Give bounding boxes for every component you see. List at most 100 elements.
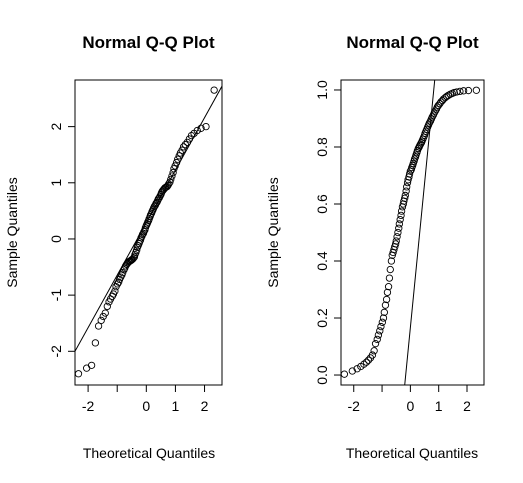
- data-point: [405, 170, 414, 178]
- data-point: [444, 91, 452, 100]
- data-point: [362, 358, 371, 366]
- data-point: [428, 113, 436, 121]
- y-tick-label: -1: [48, 289, 64, 302]
- x-tick-label: -2: [348, 398, 361, 414]
- data-point: [174, 155, 182, 163]
- data-point: [168, 172, 176, 180]
- data-point: [340, 370, 349, 378]
- data-point: [202, 122, 210, 131]
- data-point: [348, 367, 356, 375]
- data-point: [397, 211, 405, 220]
- x-axis-label: Theoretical Quantiles: [346, 445, 478, 461]
- data-point: [111, 287, 119, 295]
- data-point: [386, 265, 394, 274]
- data-point: [425, 119, 433, 127]
- data-point: [442, 92, 451, 101]
- data-point: [379, 314, 388, 322]
- data-point: [165, 180, 173, 188]
- y-tick-label: 0: [48, 235, 64, 243]
- data-point: [402, 187, 410, 195]
- data-point: [368, 351, 377, 359]
- data-point: [193, 126, 201, 135]
- data-point: [179, 143, 188, 151]
- plot-frame: [340, 79, 485, 386]
- y-tick-label: 1: [48, 179, 64, 187]
- x-tick-label: 0: [406, 398, 414, 414]
- chart-title: Normal Q-Q Plot: [82, 33, 215, 52]
- data-point: [403, 183, 411, 191]
- data-point: [387, 257, 396, 265]
- data-point: [197, 124, 205, 132]
- data-point: [394, 228, 402, 237]
- data-point: [430, 109, 438, 117]
- data-point: [74, 370, 83, 378]
- data-point: [103, 302, 111, 311]
- data-point: [133, 246, 141, 254]
- data-point: [395, 224, 403, 232]
- data-point: [153, 198, 161, 207]
- y-tick-label: 1.0: [314, 80, 330, 100]
- y-tick-label: 0.4: [314, 251, 330, 271]
- y-tick-label: -2: [48, 345, 64, 358]
- data-point: [364, 356, 373, 364]
- data-point: [374, 331, 383, 339]
- data-point: [397, 207, 406, 215]
- data-point: [373, 335, 381, 344]
- y-tick-label: 0.0: [314, 365, 330, 385]
- data-point: [169, 169, 177, 177]
- data-point: [97, 316, 105, 325]
- x-tick-label: 0: [142, 398, 150, 414]
- data-point: [392, 237, 400, 245]
- data-point: [450, 88, 458, 97]
- data-point: [113, 280, 122, 288]
- data-point: [401, 194, 409, 202]
- data-point: [393, 233, 401, 241]
- data-point: [378, 318, 386, 326]
- data-point: [181, 140, 189, 149]
- x-tick-label: 2: [463, 398, 471, 414]
- data-point: [385, 274, 394, 282]
- data-point: [453, 88, 461, 96]
- chart-title: Normal Q-Q Plot: [346, 33, 479, 52]
- data-point: [87, 361, 96, 369]
- data-point: [382, 295, 391, 304]
- data-point: [172, 158, 181, 167]
- y-axis-label: Sample Quantiles: [4, 177, 20, 288]
- data-point: [371, 340, 380, 348]
- data-point: [464, 86, 473, 95]
- data-point: [91, 339, 100, 347]
- data-point: [210, 86, 218, 94]
- data-point: [392, 240, 400, 248]
- data-point: [187, 131, 196, 140]
- y-tick-label: 2: [48, 123, 64, 131]
- y-tick-label: 0.6: [314, 194, 330, 214]
- data-point: [401, 191, 409, 200]
- data-point: [101, 309, 109, 317]
- data-point: [459, 87, 468, 95]
- data-point: [456, 87, 464, 96]
- data-point: [376, 327, 384, 335]
- data-point: [360, 360, 368, 368]
- data-point: [128, 255, 137, 263]
- y-tick-label: 0.8: [314, 137, 330, 157]
- y-axis-label: Sample Quantiles: [265, 177, 281, 288]
- data-point: [377, 322, 385, 331]
- data-point: [171, 162, 179, 170]
- data-point: [383, 288, 392, 297]
- plot-frame: [74, 79, 223, 386]
- data-point: [396, 216, 404, 224]
- data-point: [472, 86, 481, 94]
- data-point: [370, 347, 378, 355]
- data-point: [167, 175, 175, 184]
- x-tick-label: -2: [82, 398, 95, 414]
- data-point: [178, 146, 186, 154]
- y-tick-label: 0.2: [314, 308, 330, 328]
- data-point: [353, 365, 361, 373]
- data-point: [395, 220, 403, 228]
- x-tick-label: 1: [435, 398, 443, 414]
- data-point: [137, 234, 145, 242]
- data-point: [431, 107, 439, 115]
- data-point: [381, 301, 390, 309]
- x-axis-label: Theoretical Quantiles: [83, 445, 215, 461]
